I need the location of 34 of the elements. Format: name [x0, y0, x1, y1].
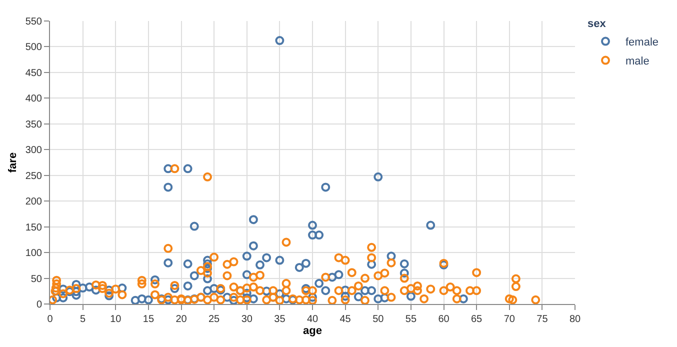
y-axis-title: fare [6, 152, 19, 173]
y-tick-label: 450 [25, 68, 42, 79]
legend-label: female [626, 36, 659, 49]
y-tick-label: 500 [25, 42, 42, 54]
y-tick-label: 50 [30, 274, 42, 285]
y-tick-label: 400 [25, 94, 42, 105]
x-tick-label: 20 [176, 314, 188, 325]
x-tick-label: 80 [569, 314, 581, 325]
x-tick-label: 40 [306, 314, 318, 325]
y-tick-label: 150 [25, 222, 42, 234]
y-tick-label: 350 [25, 119, 42, 130]
y-tick-label: 100 [25, 248, 42, 260]
y-tick-label: 550 [25, 16, 42, 28]
x-axis-title: age [303, 325, 322, 338]
x-tick-label: 75 [536, 314, 548, 325]
legend-label: male [626, 56, 650, 68]
x-tick-label: 70 [504, 314, 516, 325]
x-tick-label: 50 [372, 314, 384, 325]
x-tick-label: 30 [241, 314, 253, 325]
y-tick-label: 0 [36, 300, 42, 310]
y-tick-label: 200 [25, 196, 42, 208]
x-tick-label: 10 [110, 314, 122, 325]
x-tick-label: 60 [438, 314, 450, 325]
legend-title: sex [588, 18, 607, 30]
x-tick-label: 45 [340, 314, 352, 325]
x-tick-label: 25 [208, 314, 220, 325]
x-tick-label: 5 [80, 314, 86, 325]
x-tick-label: 15 [142, 314, 154, 325]
y-tick-label: 300 [25, 145, 42, 156]
x-tick-label: 55 [405, 314, 417, 325]
x-tick-label: 65 [470, 314, 483, 325]
x-tick-label: 0 [47, 314, 54, 325]
y-tick-label: 250 [25, 170, 42, 182]
x-tick-label: 35 [274, 314, 286, 325]
